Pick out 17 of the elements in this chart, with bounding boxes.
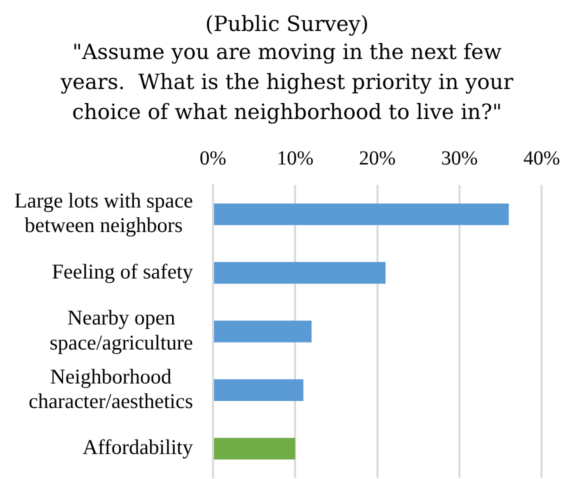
x-tick-label: 40% [523,147,560,170]
y-tick-label: Affordability [82,435,194,460]
y-tick-label: Large lots with space between neighbors [14,188,194,238]
bar [214,262,386,284]
y-tick-label: Feeling of safety [52,259,194,284]
bar [214,438,296,460]
bar [214,320,312,342]
x-tick-label: 0% [200,147,226,170]
chart-title: (Public Survey) [204,11,370,38]
x-tick-label: 10% [276,147,314,170]
x-tick-label: 30% [441,147,478,170]
y-tick-label: Neighborhood character/aesthetics [28,364,193,413]
chart-subtitle: "Assume you are moving in the next few years. What is the highest priority in your choice of what neighborhood to live in?" [60,39,514,126]
bar [214,379,304,401]
bar [214,203,509,226]
y-tick-label: Nearby open space/agriculture [50,306,193,354]
x-tick-label: 20% [359,147,396,170]
